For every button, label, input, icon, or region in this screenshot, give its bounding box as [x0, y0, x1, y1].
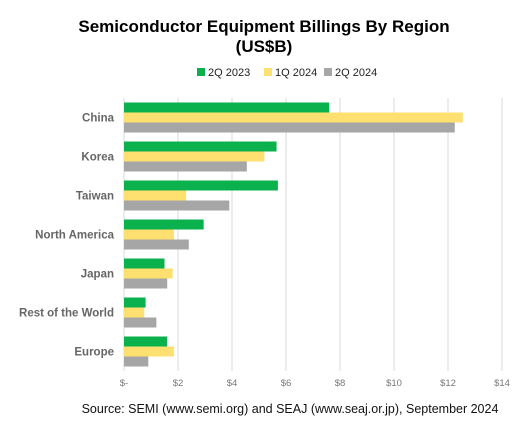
- legend-swatch-2q-2024: [324, 68, 332, 76]
- chart-title-line-2: (US$B): [236, 37, 293, 56]
- bar-2q-2024-europe: [124, 356, 149, 367]
- bar-2q-2024-korea: [124, 161, 247, 172]
- bar-1q-2024-rest-of-the-world: [124, 307, 145, 318]
- chart-title-line-1: Semiconductor Equipment Billings By Regi…: [78, 17, 449, 36]
- bar-2q-2024-rest-of-the-world: [124, 317, 157, 328]
- bar-2q-2023-europe: [124, 336, 168, 347]
- x-tick-label: $6: [281, 378, 292, 389]
- bar-2q-2023-japan: [124, 258, 165, 269]
- x-tick-label: $14: [494, 378, 510, 389]
- legend: 2Q 2023 1Q 2024 2Q 2024: [197, 67, 377, 79]
- bar-2q-2024-north-america: [124, 239, 189, 250]
- category-label: Japan: [81, 269, 114, 281]
- x-tick-label: $-: [120, 378, 128, 389]
- legend-label-2q-2023: 2Q 2023: [208, 67, 250, 79]
- legend-swatch-1q-2024: [264, 68, 272, 76]
- bar-2q-2023-korea: [124, 141, 277, 152]
- x-tick-label: $12: [440, 378, 456, 389]
- legend-swatch-2q-2023: [197, 68, 205, 76]
- bar-1q-2024-taiwan: [124, 190, 187, 201]
- bar-1q-2024-north-america: [124, 229, 174, 240]
- bar-2q-2023-china: [124, 102, 330, 113]
- category-labels: China Korea Taiwan North America Japan Rest o…: [19, 113, 115, 359]
- category-label: Korea: [81, 152, 114, 164]
- bar-1q-2024-korea: [124, 151, 265, 162]
- x-tick-label: $8: [335, 378, 346, 389]
- x-axis-tick-labels: $- $2 $4 $6 $8 $10 $12 $14: [120, 378, 510, 389]
- category-label: Europe: [74, 347, 114, 359]
- category-label: North America: [35, 230, 114, 242]
- bars: [124, 102, 463, 367]
- bar-1q-2024-japan: [124, 268, 173, 279]
- bar-2q-2023-taiwan: [124, 180, 278, 191]
- legend-label-2q-2024: 2Q 2024: [335, 67, 377, 79]
- bar-1q-2024-europe: [124, 346, 174, 357]
- bar-2q-2024-china: [124, 122, 455, 133]
- x-tick-label: $2: [173, 378, 184, 389]
- source-note: Source: SEMI (www.semi.org) and SEAJ (ww…: [82, 402, 499, 416]
- category-label: Rest of the World: [19, 308, 114, 320]
- x-tick-label: $4: [227, 378, 238, 389]
- bar-2q-2023-north-america: [124, 219, 204, 230]
- x-tick-label: $10: [386, 378, 402, 389]
- bar-1q-2024-china: [124, 112, 463, 123]
- bar-2q-2024-japan: [124, 278, 168, 289]
- category-label: China: [82, 113, 115, 125]
- bar-2q-2024-taiwan: [124, 200, 230, 211]
- category-label: Taiwan: [76, 191, 114, 203]
- gridlines: [123, 98, 503, 371]
- legend-label-1q-2024: 1Q 2024: [275, 67, 317, 79]
- bar-2q-2023-rest-of-the-world: [124, 297, 146, 308]
